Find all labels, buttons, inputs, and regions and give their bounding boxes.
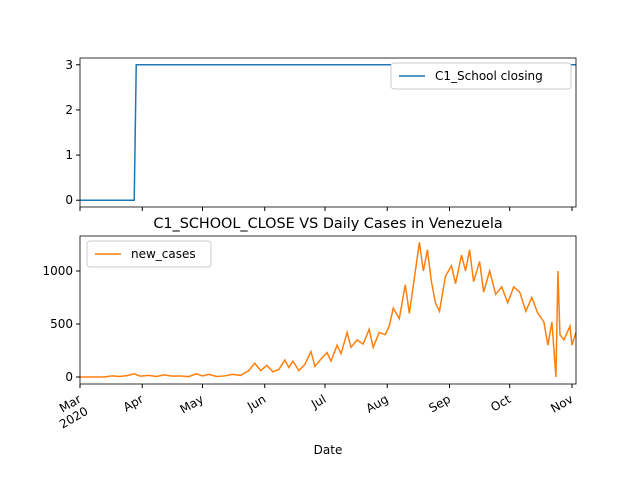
legend-box	[86, 240, 212, 268]
y-tick-label: 0	[65, 370, 73, 384]
line-series	[80, 242, 577, 378]
chart-title: C1_SCHOOL_CLOSE VS Daily Cases in Venezu…	[153, 216, 502, 232]
x-tick-label: Apr	[121, 392, 146, 415]
axes-frame	[79, 235, 577, 385]
axes-frame	[79, 57, 577, 208]
legend-label: new_cases	[131, 247, 196, 261]
y-tick-label: 500	[50, 317, 73, 331]
x-tick-label: Oct	[488, 392, 513, 415]
y-tick-label: 2	[65, 103, 73, 117]
legend-label: C1_School closing	[435, 69, 543, 83]
y-tick-label: 3	[65, 58, 73, 72]
x-tick-label: Nov	[548, 392, 575, 416]
y-tick-label: 1000	[42, 264, 73, 278]
line-series	[80, 64, 576, 201]
y-tick-label: 1	[65, 148, 73, 162]
x-tick-label: Jun	[244, 392, 268, 414]
x-tick-label: Sep	[426, 392, 453, 415]
legend-box	[390, 62, 572, 90]
x-tick-label: Aug	[363, 392, 390, 416]
y-tick-label: 0	[65, 193, 73, 207]
x-tick-label: Mar2020	[50, 392, 91, 432]
x-tick-label: Jul	[308, 392, 328, 412]
x-axis-label: Date	[314, 443, 343, 457]
x-tick-label: May	[178, 392, 206, 417]
